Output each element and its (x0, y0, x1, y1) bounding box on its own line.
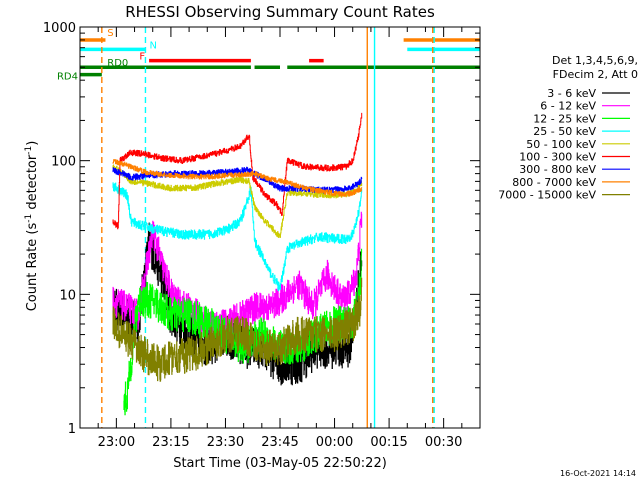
legend-label-12-25-kev: 12 - 25 keV (533, 112, 596, 125)
legend-label-300-800-kev: 300 - 800 keV (519, 163, 596, 176)
x-tick-label-00-30: 00:30 (425, 435, 462, 450)
state-bar-label-rd4: RD4 (57, 72, 78, 83)
legend-label-100-300-kev: 100 - 300 keV (519, 151, 596, 164)
series-group (112, 112, 363, 416)
series-25-50-kev (112, 182, 363, 292)
observing-state-bars: S NF RD0 RD4 (57, 28, 480, 83)
state-bar-label-n: N (149, 40, 156, 51)
y-axis-label-close: ) (25, 141, 40, 146)
series-50-100-kev (112, 164, 363, 238)
y-axis-ticks: 1 10 100 1000 (43, 21, 480, 437)
series-6-12-kev (112, 211, 363, 340)
legend: Det 1,3,4,5,6,9,FDecim 2, Att 0 3 - 6 keV… (498, 54, 638, 202)
state-bar-label-s: S (107, 28, 113, 39)
legend-label-7000-15000-kev: 7000 - 15000 keV (498, 189, 596, 202)
x-axis-label: Start Time (03-May-05 22:50:22) (173, 456, 387, 471)
series-100-300-kev (112, 112, 363, 230)
x-tick-label-23-15: 23:15 (152, 435, 189, 450)
legend-label-6-12-kev: 6 - 12 keV (540, 100, 596, 113)
x-tick-label-23-45: 23:45 (261, 435, 298, 450)
legend-label-3-6-kev: 3 - 6 keV (547, 87, 596, 100)
legend-header-line: FDecim 2, Att 0 (553, 68, 638, 81)
state-bar-label-f: F (139, 52, 145, 63)
y-tick-label-10: 10 (59, 288, 76, 303)
y-axis-label-unit: detector (25, 154, 40, 214)
y-tick-label-1000: 1000 (43, 21, 76, 36)
x-tick-label-23-30: 23:30 (207, 435, 244, 450)
x-tick-label-00-15: 00:15 (370, 435, 407, 450)
y-axis-label-main: Count Rate (s (25, 223, 40, 312)
timestamp: 16-Oct-2021 14:14 (560, 469, 636, 478)
series-7000-15000-kev (112, 277, 363, 382)
series-800-7000-kev (112, 159, 363, 197)
y-tick-label-100: 100 (51, 155, 76, 170)
x-tick-label-00-00: 00:00 (316, 435, 353, 450)
state-bar-label-rd0: RD0 (107, 58, 128, 69)
legend-header-line: Det 1,3,4,5,6,9, (552, 54, 638, 67)
chart-title: RHESSI Observing Summary Count Rates (125, 3, 435, 21)
legend-label-25-50-kev: 25 - 50 keV (533, 125, 596, 138)
legend-label-800-7000-kev: 800 - 7000 keV (512, 176, 596, 189)
legend-label-50-100-kev: 50 - 100 keV (526, 138, 596, 151)
y-axis-label-sup2: -1 (24, 146, 34, 155)
y-tick-label-1: 1 (68, 422, 76, 437)
y-axis-label-sup: -1 (24, 214, 34, 223)
x-axis-ticks: 23:00 23:15 23:30 23:45 00:00 00:15 00:30 (79, 27, 481, 450)
y-axis-label: Count Rate (s-1 detector-1) (24, 141, 40, 312)
x-tick-label-23-00: 23:00 (98, 435, 135, 450)
